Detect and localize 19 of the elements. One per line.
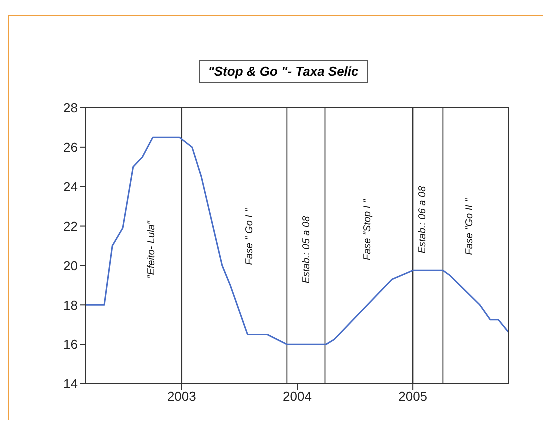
annotation: "Efeito- Lula" — [146, 220, 158, 279]
annotation: Fase "Go II " — [464, 198, 476, 256]
y-tick-label: 14 — [64, 376, 78, 392]
y-tick-label: 26 — [64, 140, 78, 156]
chart-title: "Stop & Go "- Taxa Selic — [199, 60, 368, 83]
annotation: Fase "Stop I " — [362, 199, 374, 261]
annotation: Fase " Go I " — [244, 208, 256, 266]
x-tick-label: 2003 — [167, 389, 196, 404]
y-tick-label: 16 — [64, 337, 78, 352]
x-tick-label: 2004 — [283, 389, 312, 404]
y-tick-label: 18 — [64, 298, 78, 313]
line-series — [86, 136, 509, 346]
y-tick-label: 22 — [64, 218, 78, 234]
x-tick-label: 2005 — [398, 389, 428, 404]
annotation: Estab.: 06 a 08 — [418, 186, 429, 254]
annotation: Estab.: 05 a 08 — [302, 216, 313, 284]
y-tick-label: 20 — [64, 258, 78, 274]
y-tick-label: 28 — [64, 100, 78, 116]
y-tick-label: 24 — [64, 179, 78, 194]
